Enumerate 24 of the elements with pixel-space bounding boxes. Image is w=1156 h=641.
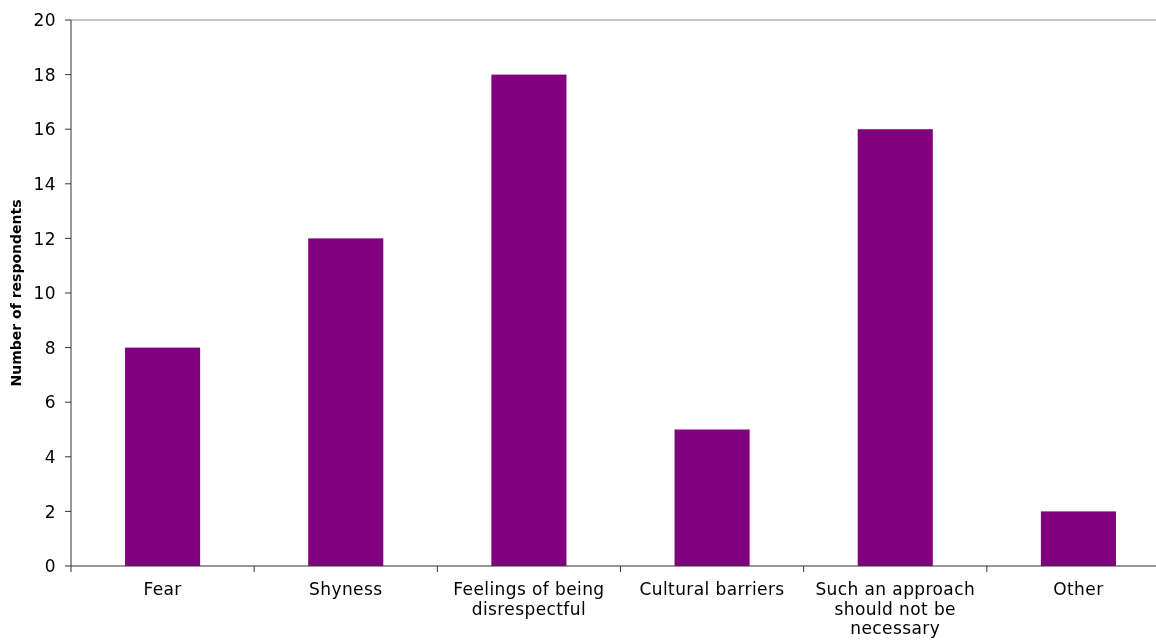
x-tick-label: Other — [1053, 579, 1104, 599]
x-tick-label: Feelings of being disrespectful — [453, 579, 605, 619]
y-tick-label: 4 — [44, 446, 56, 467]
y-tick-label: 14 — [33, 173, 56, 194]
y-tick-label: 0 — [44, 556, 56, 577]
y-tick-label: 8 — [44, 337, 56, 358]
y-tick-label: 2 — [44, 501, 56, 522]
bar — [491, 74, 567, 566]
x-tick-label: Cultural barriers — [639, 579, 785, 599]
bar — [674, 429, 750, 566]
bar — [308, 238, 384, 566]
y-tick-label: 18 — [33, 64, 56, 85]
bar — [857, 129, 933, 566]
x-tick-label: Fear — [143, 579, 182, 599]
x-tick-label: Shyness — [309, 579, 383, 599]
y-tick-label: 10 — [33, 283, 56, 304]
bar — [1040, 511, 1116, 566]
y-tick-label: 20 — [33, 10, 56, 31]
y-tick-label: 6 — [44, 392, 56, 413]
y-tick-label: 16 — [33, 119, 56, 140]
x-tick-label: Such an approach should not be necessary — [815, 579, 976, 638]
y-tick-label: 12 — [33, 228, 56, 249]
y-axis-title: Number of respondents — [8, 199, 24, 387]
bar — [125, 347, 201, 566]
